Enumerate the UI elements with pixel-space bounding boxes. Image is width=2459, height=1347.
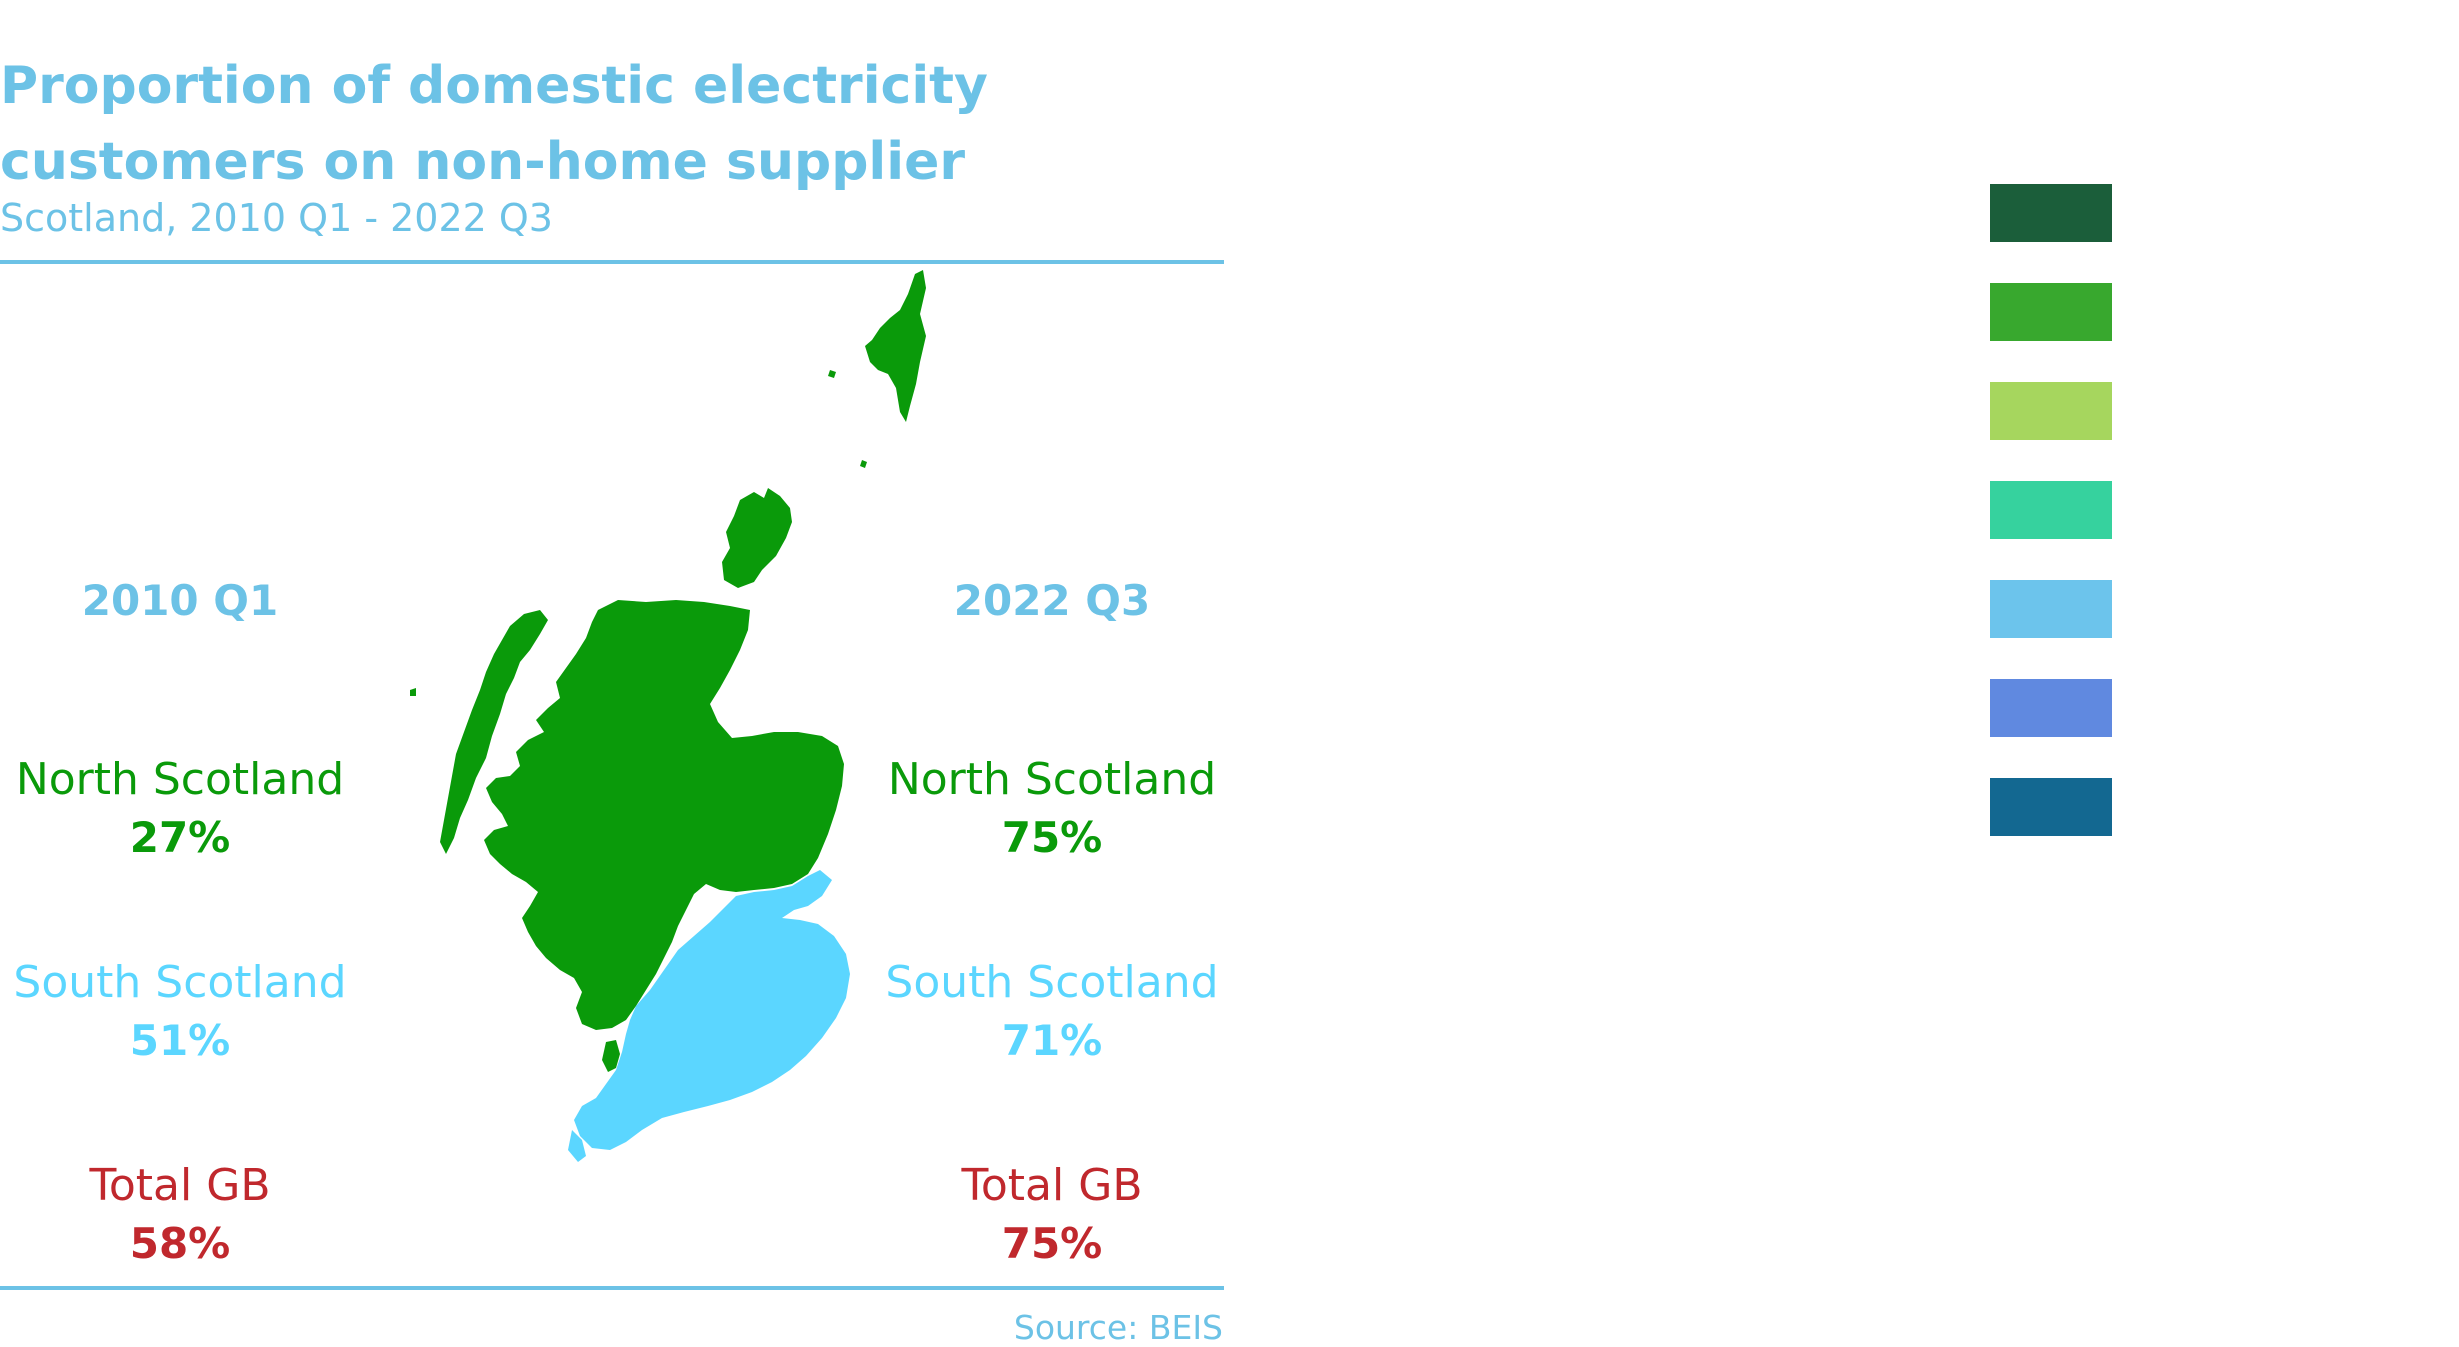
legend-swatch-3 [1990, 382, 2112, 440]
right-north-stat: North Scotland 75% [872, 752, 1232, 868]
legend-swatch-5 [1990, 580, 2112, 638]
left-total-stat: Total GB 58% [0, 1158, 360, 1274]
color-legend [1990, 184, 2112, 877]
legend-swatch-4 [1990, 481, 2112, 539]
north-scotland-mainland [484, 600, 844, 1030]
chart-subtitle: Scotland, 2010 Q1 - 2022 Q3 [0, 196, 553, 240]
south-scotland-mainland [574, 870, 850, 1150]
legend-swatch-6 [1990, 679, 2112, 737]
outer-hebrides [440, 610, 548, 854]
source-note: Source: BEIS [1013, 1308, 1223, 1347]
st-kilda [410, 688, 416, 696]
right-total-stat: Total GB 75% [872, 1158, 1232, 1274]
left-north-stat: North Scotland 27% [0, 752, 360, 868]
left-total-value: 58% [129, 1219, 231, 1268]
right-total-label: Total GB [961, 1160, 1143, 1211]
north-scotland-region [410, 270, 926, 1072]
left-south-label: South Scotland [13, 957, 347, 1008]
scotland-map [410, 270, 926, 1162]
south-scotland-coast-inlet [568, 1130, 586, 1162]
top-divider [0, 260, 1224, 264]
left-total-label: Total GB [89, 1160, 271, 1211]
left-north-value: 27% [129, 813, 231, 862]
title-line-2: customers on non-home supplier [0, 132, 965, 192]
legend-swatch-1 [1990, 184, 2112, 242]
arran-island [602, 1040, 620, 1072]
chart-title: Proportion of domestic electricity custo… [0, 48, 1000, 200]
shetland-outlier [828, 370, 836, 378]
south-scotland-region [568, 870, 850, 1162]
left-south-stat: South Scotland 51% [0, 955, 360, 1071]
orkney-islands [722, 488, 792, 588]
fair-isle [860, 460, 867, 468]
right-north-label: North Scotland [887, 754, 1217, 805]
legend-swatch-2 [1990, 283, 2112, 341]
right-total-value: 75% [1001, 1219, 1103, 1268]
right-south-stat: South Scotland 71% [872, 955, 1232, 1071]
right-column-heading: 2022 Q3 [953, 576, 1151, 625]
right-north-value: 75% [1001, 813, 1103, 862]
legend-swatch-7 [1990, 778, 2112, 836]
bottom-divider [0, 1286, 1224, 1290]
title-line-1: Proportion of domestic electricity [0, 56, 988, 116]
left-column-heading: 2010 Q1 [81, 576, 279, 625]
left-south-value: 51% [129, 1016, 231, 1065]
right-south-label: South Scotland [885, 957, 1219, 1008]
right-south-value: 71% [1001, 1016, 1103, 1065]
shetland-islands [865, 270, 926, 422]
left-north-label: North Scotland [15, 754, 345, 805]
